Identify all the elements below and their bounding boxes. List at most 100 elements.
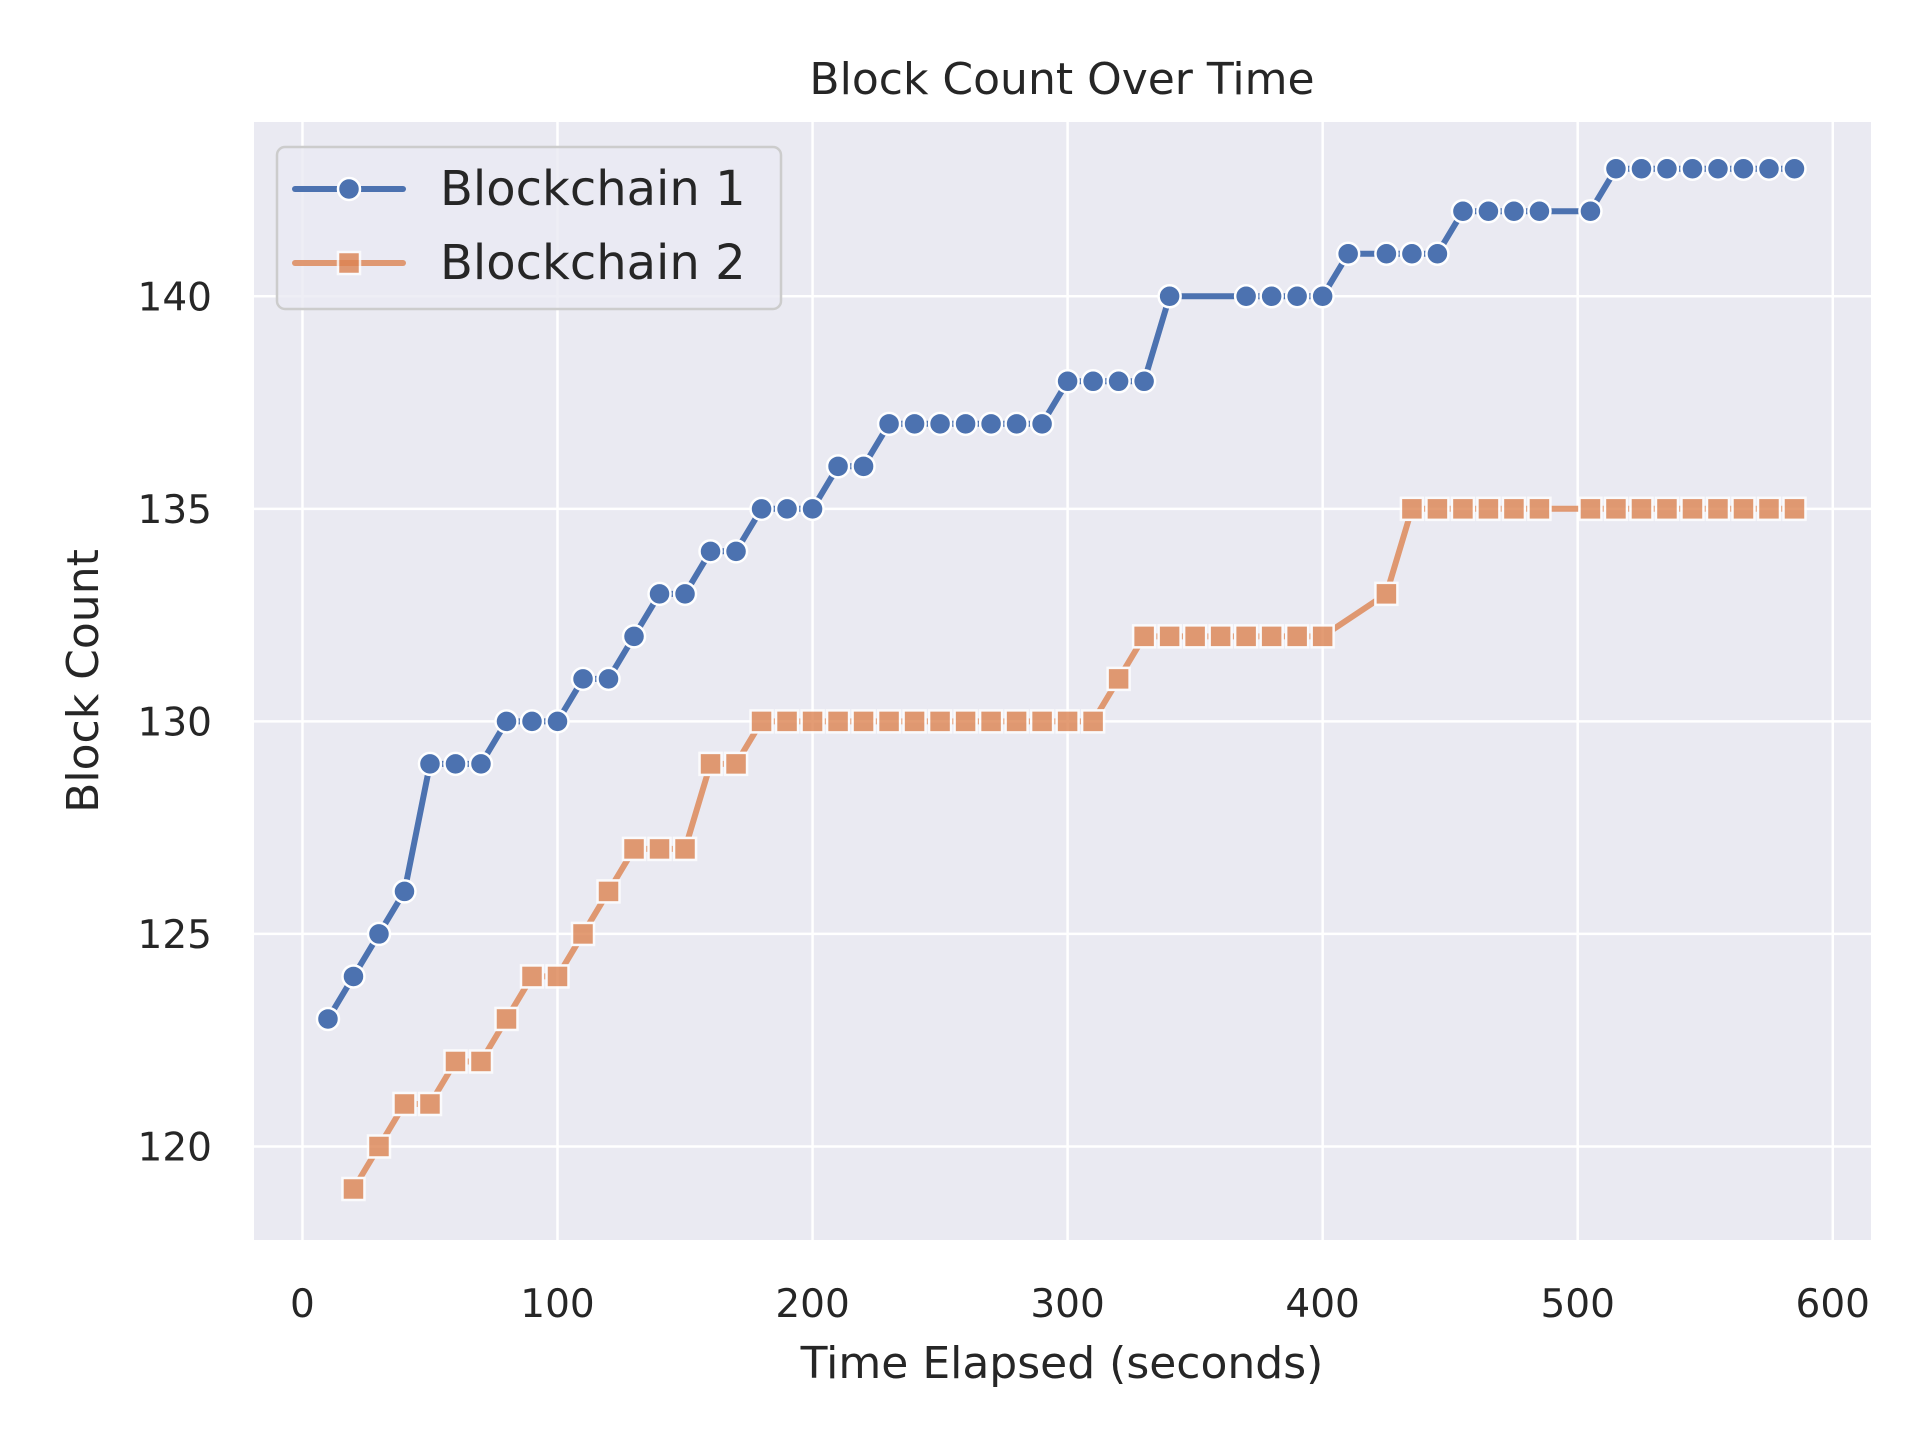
data-point	[570, 921, 596, 947]
series-layer	[315, 156, 1807, 1202]
data-point	[1284, 284, 1310, 309]
data-point	[443, 1049, 468, 1074]
data-point	[1756, 156, 1782, 182]
data-point	[1680, 496, 1705, 522]
data-point	[417, 751, 443, 777]
data-point	[392, 879, 417, 904]
data-point	[1233, 624, 1259, 649]
y-axis-ticks: 120 125 130 135 140	[138, 275, 212, 1170]
x-tick-label: 400	[1285, 1282, 1359, 1327]
data-point	[749, 709, 774, 734]
data-point	[1450, 199, 1476, 224]
data-point	[596, 879, 621, 904]
data-point	[621, 624, 647, 649]
data-point	[1756, 496, 1782, 522]
legend-marker-blockchain-1	[336, 176, 362, 202]
data-point	[698, 539, 723, 564]
x-tick-label: 200	[775, 1282, 849, 1327]
x-tick-label: 600	[1796, 1282, 1870, 1327]
data-point	[647, 836, 672, 862]
legend-label-blockchain-2: Blockchain 2	[440, 235, 746, 291]
data-point	[1157, 284, 1182, 309]
data-point	[468, 1049, 494, 1074]
data-point	[1029, 411, 1055, 437]
data-point	[1501, 496, 1527, 522]
data-point	[876, 411, 902, 437]
data-point	[1629, 156, 1654, 182]
y-tick-label: 130	[138, 700, 212, 745]
y-tick-label: 120	[138, 1125, 212, 1170]
data-point	[1374, 241, 1399, 267]
legend: Blockchain 1 Blockchain 2	[275, 145, 783, 311]
data-point	[570, 666, 596, 692]
x-tick-label: 100	[520, 1282, 594, 1327]
data-point	[1004, 709, 1029, 734]
data-point	[1004, 411, 1029, 437]
data-point	[1310, 284, 1335, 309]
data-point	[1425, 241, 1450, 267]
data-point	[494, 709, 519, 734]
data-point	[1080, 369, 1106, 394]
data-point	[1654, 496, 1680, 522]
data-point	[468, 751, 494, 777]
data-point	[1335, 241, 1361, 267]
data-point	[800, 709, 825, 734]
data-point	[800, 496, 825, 522]
x-axis-label: Time Elapsed (seconds)	[800, 1338, 1324, 1389]
data-point	[1425, 496, 1450, 522]
data-point	[1603, 156, 1629, 182]
data-point	[1259, 284, 1284, 309]
data-point	[902, 709, 927, 734]
data-point	[851, 454, 876, 479]
data-point	[825, 454, 851, 479]
y-tick-label: 125	[138, 913, 212, 958]
data-point	[519, 964, 545, 989]
data-point	[672, 581, 698, 607]
legend-item-blockchain-1: Blockchain 1	[292, 161, 746, 217]
data-point	[596, 666, 621, 692]
data-point	[1578, 199, 1603, 224]
data-point	[927, 411, 953, 437]
data-point	[1157, 624, 1182, 649]
data-point	[1233, 284, 1259, 309]
data-point	[1603, 496, 1629, 522]
data-point	[1374, 581, 1399, 607]
data-point	[698, 751, 723, 777]
data-point	[1680, 156, 1705, 182]
data-point	[1501, 199, 1527, 224]
data-point	[1399, 241, 1425, 267]
data-point	[647, 581, 672, 607]
data-point	[1284, 624, 1310, 649]
x-axis-ticks: 0 100 200 300 400 500 600	[290, 1282, 1870, 1327]
data-point	[1578, 496, 1603, 522]
legend-label-blockchain-1: Blockchain 1	[440, 161, 746, 217]
series-blockchain-1	[315, 156, 1807, 1032]
data-point	[774, 496, 800, 522]
data-point	[774, 709, 800, 734]
data-point	[1080, 709, 1106, 734]
data-point	[723, 751, 749, 777]
data-point	[953, 709, 978, 734]
data-point	[1029, 709, 1055, 734]
data-point	[1629, 496, 1654, 522]
data-point	[519, 709, 545, 734]
data-point	[315, 1006, 341, 1032]
data-point	[366, 921, 392, 947]
series-blockchain-2	[341, 496, 1807, 1202]
data-point	[417, 1091, 443, 1117]
data-point	[392, 1091, 417, 1117]
data-point	[366, 1134, 392, 1159]
data-point	[1705, 156, 1731, 182]
y-tick-label: 135	[138, 488, 212, 533]
data-point	[902, 411, 927, 437]
data-point	[1450, 496, 1476, 522]
data-point	[1731, 496, 1756, 522]
data-point	[494, 1006, 519, 1032]
data-point	[1106, 369, 1131, 394]
legend-item-blockchain-2: Blockchain 2	[292, 235, 746, 291]
chart-title: Block Count Over Time	[809, 54, 1314, 105]
data-point	[672, 836, 698, 862]
x-tick-label: 300	[1030, 1282, 1104, 1327]
legend-marker-blockchain-2	[336, 250, 362, 276]
data-point	[1310, 624, 1335, 649]
